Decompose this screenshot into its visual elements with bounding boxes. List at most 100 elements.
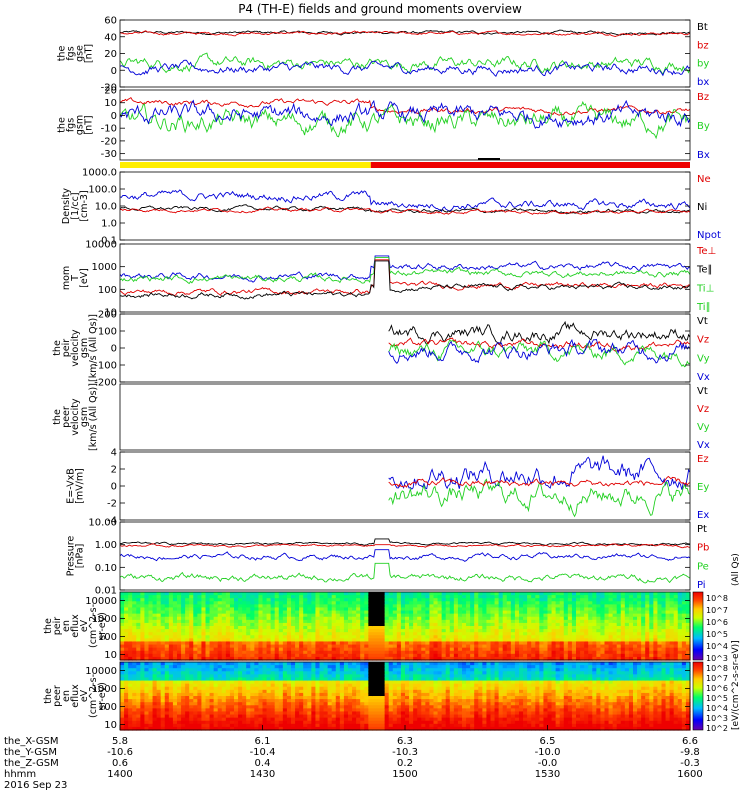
y-tick-label: 20 — [104, 49, 117, 60]
colorbar-tick-label: 10^7 — [706, 606, 728, 615]
legend-entry: Ni — [697, 202, 707, 213]
series-line-bx — [120, 60, 690, 76]
y-tick-label: 1.0 — [101, 219, 117, 230]
legend-entry: Vy — [697, 422, 710, 433]
y-tick-label: 40 — [104, 32, 117, 43]
y-tick-label: 10.0 — [95, 202, 117, 213]
series-line-Bz — [120, 98, 690, 116]
legend-entry: Bt — [697, 22, 708, 33]
heatmap-peir-eflux — [120, 592, 691, 661]
series-group — [120, 98, 690, 138]
y-axis-label: [nT] — [84, 115, 95, 134]
legend-entry: Ti∥ — [696, 302, 711, 313]
series-line-Ti∥ — [120, 256, 690, 282]
y-tick-label: 0 — [111, 111, 117, 122]
legend-entry: bx — [697, 77, 709, 88]
y-tick-label: 100 — [98, 327, 117, 338]
y-tick-label: 60 — [104, 16, 117, 27]
y-tick-label: 10 — [104, 650, 117, 661]
series-line-Pb — [120, 544, 690, 548]
legend-entry: Vx — [697, 372, 710, 383]
panel-frame — [120, 244, 690, 312]
pressure-side-label: (All Qs) — [731, 553, 741, 586]
y-axis-label: [nT] — [84, 44, 95, 63]
y-tick-label: 20 — [104, 86, 117, 97]
legend-entry: Vy — [697, 353, 710, 364]
y-tick-label: 100 — [98, 285, 117, 296]
series-group — [120, 30, 690, 76]
y-axis-label: [nPa] — [75, 544, 86, 569]
y-axis-label: sr-eV) — [97, 612, 108, 640]
legend-entry: Npot — [697, 230, 721, 241]
y-axis-label: [cm-3] — [79, 190, 90, 221]
colorbar-tick-label: 10^4 — [706, 642, 728, 651]
series-line-Pi — [120, 550, 690, 562]
y-tick-label: 1000 — [92, 262, 117, 273]
y-tick-label: 100.0 — [88, 185, 117, 196]
y-tick-label: -20 — [101, 136, 117, 147]
y-axis-label: [eV] — [79, 268, 90, 288]
legend-entry: Ti⊥ — [696, 283, 714, 294]
y-tick-label: 1.00 — [95, 540, 117, 551]
y-tick-label: 0.10 — [95, 563, 117, 574]
y-tick-label: 10.00 — [88, 518, 117, 529]
y-tick-label: 10000 — [85, 240, 117, 251]
colorbar-tick-label: 10^3 — [706, 654, 728, 663]
series-line-Npot — [120, 190, 690, 211]
series-line-Ti⊥ — [120, 258, 690, 284]
series-group — [389, 456, 690, 517]
legend-entry: Ey — [697, 482, 709, 493]
plot-title: P4 (TH-E) fields and ground moments over… — [238, 2, 522, 16]
legend-entry: Vx — [697, 440, 710, 451]
legend-entry: Ne — [697, 174, 711, 185]
legend-entry: Bz — [697, 92, 709, 103]
legend-entry: Pi — [697, 580, 706, 591]
panel-frame — [120, 172, 690, 240]
series-line-Pt — [120, 539, 690, 546]
colorbar-tick-label: 10^5 — [706, 630, 728, 639]
y-tick-label: 0 — [111, 482, 117, 493]
legend-entry: Vt — [697, 386, 708, 397]
colorbar-gradient — [693, 592, 703, 660]
y-tick-label: -30 — [101, 149, 117, 160]
legend-mom-temp: Te⊥Te∥Ti⊥Ti∥ — [696, 246, 716, 313]
series-group — [389, 322, 690, 367]
series-line-Ne — [120, 207, 690, 214]
legend-entry: Vz — [697, 404, 709, 415]
colorbar-tick-label: 10^8 — [706, 594, 728, 603]
y-axis-label: [km/s (All Qs)] — [88, 383, 99, 451]
legend-entry: Te⊥ — [696, 246, 716, 257]
legend-entry: Ex — [697, 510, 709, 521]
legend-entry: Pt — [697, 524, 707, 535]
legend-entry: Ez — [697, 454, 709, 465]
colorbar-tick-label: 10^6 — [706, 618, 728, 627]
y-tick-label: 0 — [111, 66, 117, 77]
legend-entry: by — [697, 59, 709, 70]
y-tick-label: 10 — [104, 98, 117, 109]
y-tick-label: 1000.0 — [82, 168, 117, 179]
y-tick-label: -10 — [101, 124, 117, 135]
legend-peer-velocity: Vt Vz Vy Vx — [697, 386, 710, 451]
legend-entry: Bx — [697, 150, 710, 161]
legend-entry: Vz — [697, 335, 709, 346]
legend-entry: Pb — [697, 543, 709, 554]
legend-density: Ne Ni Npot — [697, 174, 721, 241]
legend-e-field: Ez Ey Ex — [697, 454, 709, 521]
series-line-Pe — [120, 563, 690, 583]
y-axis-label: [mV/m] — [75, 468, 86, 504]
legend-entry: By — [697, 121, 710, 132]
legend-entry: Pe — [697, 561, 709, 572]
panel-peir-velocity: VtVzVyVx2001000-100-200thepeirvelocitygs… — [52, 310, 710, 389]
